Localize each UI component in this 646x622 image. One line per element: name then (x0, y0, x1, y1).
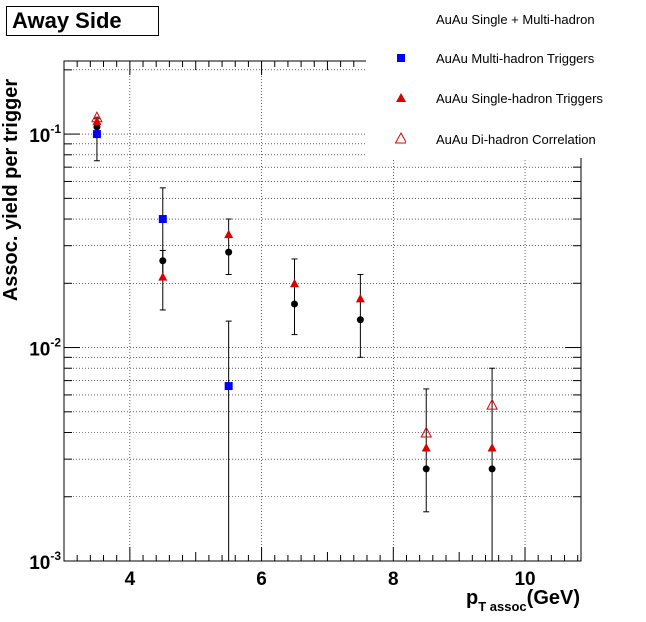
x-tick-label: 8 (388, 569, 399, 590)
x-tick-label: 10 (514, 569, 535, 590)
y-tick-label: 10-3 (29, 549, 61, 574)
x-tick-label: 4 (125, 569, 136, 590)
data-point-triangle (487, 443, 497, 452)
data-point-open-triangle (420, 426, 433, 438)
data-point-circle (356, 316, 364, 324)
legend-item-single: AuAu Single-hadron Triggers (366, 87, 603, 109)
legend-label: AuAu Single + Multi-hadron (436, 11, 595, 27)
chart-title: Away Side (6, 6, 159, 36)
y-tick-label: 10-2 (29, 336, 61, 361)
data-point-triangle (355, 293, 365, 303)
data-point-circle (291, 300, 299, 308)
data-point-open-triangle (486, 398, 498, 410)
legend: AuAu Single + Multi-hadron AuAu Multi-ha… (366, 0, 646, 158)
data-point-triangle (224, 229, 234, 239)
y-tick-label: 10-1 (29, 122, 61, 147)
legend-label: AuAu Multi-hadron Triggers (436, 50, 595, 66)
legend-triangle-marker (366, 87, 406, 109)
legend-label: AuAu Single-hadron Triggers (436, 90, 603, 106)
data-point-triangle (290, 278, 300, 288)
y-axis-label: Assoc. yield per trigger (0, 79, 22, 302)
data-point-triangle (92, 116, 102, 126)
data-point-circle (488, 465, 496, 473)
data-point-triangle (158, 272, 168, 281)
legend-item-multi: AuAu Multi-hadron Triggers (366, 47, 594, 69)
data-point-circle (93, 123, 101, 131)
data-point-square (158, 215, 167, 224)
x-axis-label: pT assoc(GeV) (466, 587, 580, 614)
legend-square-marker (366, 47, 405, 69)
legend-open-triangle-marker (366, 128, 408, 150)
legend-item-single-multi: AuAu Single + Multi-hadron (366, 8, 595, 30)
data-point-circle (159, 257, 167, 265)
data-point-square (92, 130, 101, 139)
legend-label: AuAu Di-hadron Correlation (436, 131, 596, 147)
data-point-square (224, 382, 233, 391)
plot-frame (63, 60, 582, 562)
data-point-circle (225, 248, 233, 256)
legend-item-dihadron: AuAu Di-hadron Correlation (366, 128, 596, 150)
data-point-circle (422, 465, 430, 473)
data-point-triangle (421, 443, 431, 452)
data-point-open-triangle (91, 111, 103, 123)
legend-circle-marker (366, 8, 405, 30)
x-tick-label: 6 (256, 569, 267, 590)
